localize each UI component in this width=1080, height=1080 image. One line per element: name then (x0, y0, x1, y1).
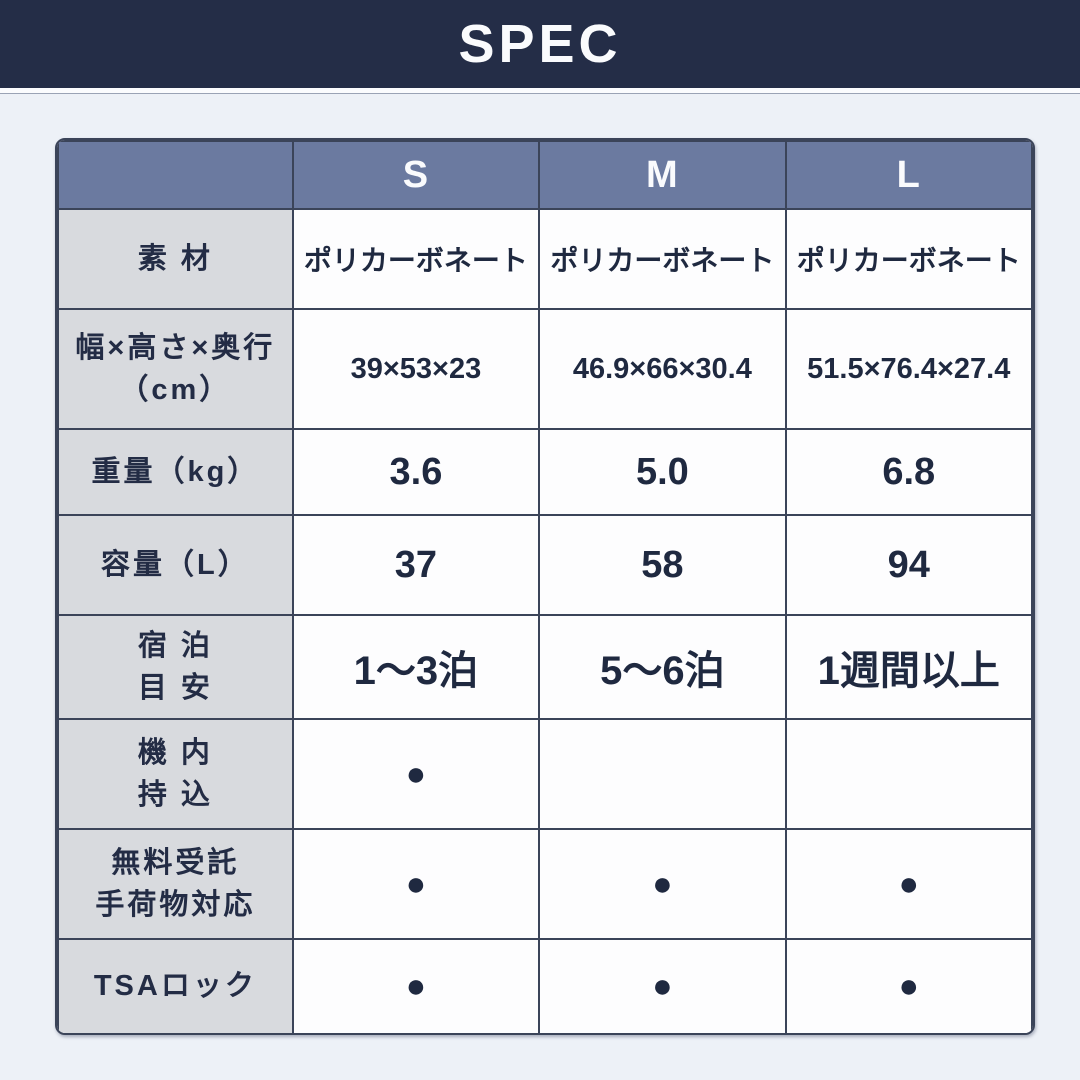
cell-checked-baggage-s: ● (291, 828, 541, 940)
row-label-line: 手荷物対応 (95, 889, 256, 921)
table-row-weight: 重量（kg） 3.6 5.0 6.8 (57, 428, 1033, 516)
table-row-dimensions: 幅×高さ×奥行 （cm） 39×53×23 46.9×66×30.4 51.5×… (57, 308, 1033, 430)
cell-material-s: ポリカーボネート (291, 208, 541, 310)
cell-tsa-lock-s: ● (291, 938, 541, 1033)
cell-carryon-m (538, 718, 787, 830)
spec-table: S M L 素 材 ポリカーボネート ポリカーボネート ポリカーボネート 幅×高… (57, 140, 1033, 1033)
cell-dimensions-l: 51.5×76.4×27.4 (784, 308, 1033, 430)
row-label-line: TSAロック (93, 970, 257, 1003)
page-title: SPEC (458, 14, 622, 74)
cell-weight-s: 3.6 (291, 428, 541, 516)
row-label-dimensions: 幅×高さ×奥行 （cm） (57, 308, 294, 430)
cell-capacity-m: 58 (538, 514, 787, 616)
table-row-carryon: 機 内 持 込 ● (57, 718, 1033, 830)
cell-checked-baggage-l: ● (784, 828, 1033, 940)
cell-checked-baggage-m: ● (538, 828, 787, 940)
row-label-line: 素 材 (137, 242, 213, 275)
row-label-line: 幅×高さ×奥行 (75, 331, 276, 364)
row-label-capacity: 容量（L） (57, 514, 294, 616)
table-row-tsa-lock: TSAロック ● ● ● (57, 938, 1033, 1033)
cell-tsa-lock-m: ● (538, 938, 787, 1033)
spec-banner: SPEC (0, 0, 1080, 93)
table-row-material: 素 材 ポリカーボネート ポリカーボネート ポリカーボネート (57, 208, 1033, 310)
cell-nights-m: 5〜6泊 (538, 614, 787, 720)
table-corner-cell (57, 140, 294, 210)
cell-weight-m: 5.0 (538, 428, 787, 516)
cell-dimensions-m: 46.9×66×30.4 (538, 308, 787, 430)
cell-carryon-s: ● (291, 718, 541, 830)
cell-nights-l: 1週間以上 (784, 614, 1033, 720)
column-header-l: L (784, 140, 1033, 210)
cell-carryon-l (784, 718, 1033, 830)
row-label-line: 重量（kg） (91, 455, 260, 488)
row-label-tsa-lock: TSAロック (57, 938, 294, 1033)
cell-weight-l: 6.8 (784, 428, 1033, 516)
cell-nights-s: 1〜3泊 (291, 614, 541, 720)
row-label-material: 素 材 (57, 208, 294, 310)
row-label-nights: 宿 泊 目 安 (57, 614, 294, 720)
cell-material-l: ポリカーボネート (784, 208, 1033, 310)
table-row-checked-baggage: 無料受託 手荷物対応 ● ● ● (57, 828, 1033, 940)
column-header-m: M (538, 140, 787, 210)
table-row-nights: 宿 泊 目 安 1〜3泊 5〜6泊 1週間以上 (57, 614, 1033, 720)
cell-capacity-s: 37 (291, 514, 541, 616)
row-label-carryon: 機 内 持 込 (57, 718, 294, 830)
row-label-checked-baggage: 無料受託 手荷物対応 (57, 828, 294, 940)
spec-table-container: S M L 素 材 ポリカーボネート ポリカーボネート ポリカーボネート 幅×高… (55, 138, 1035, 1035)
row-label-line: 目 安 (137, 672, 213, 704)
cell-capacity-l: 94 (784, 514, 1033, 616)
cell-dimensions-s: 39×53×23 (291, 308, 541, 430)
row-label-line: 持 込 (137, 779, 213, 811)
row-label-line: 容量（L） (101, 548, 250, 581)
table-row-capacity: 容量（L） 37 58 94 (57, 514, 1033, 616)
cell-material-m: ポリカーボネート (538, 208, 787, 310)
row-label-weight: 重量（kg） (57, 428, 294, 516)
table-header-row: S M L (57, 140, 1033, 210)
row-label-line: 無料受託 (111, 846, 240, 879)
row-label-line: 機 内 (137, 736, 213, 769)
row-label-line: （cm） (119, 374, 232, 406)
cell-tsa-lock-l: ● (784, 938, 1033, 1033)
column-header-s: S (291, 140, 541, 210)
row-label-line: 宿 泊 (137, 629, 213, 662)
